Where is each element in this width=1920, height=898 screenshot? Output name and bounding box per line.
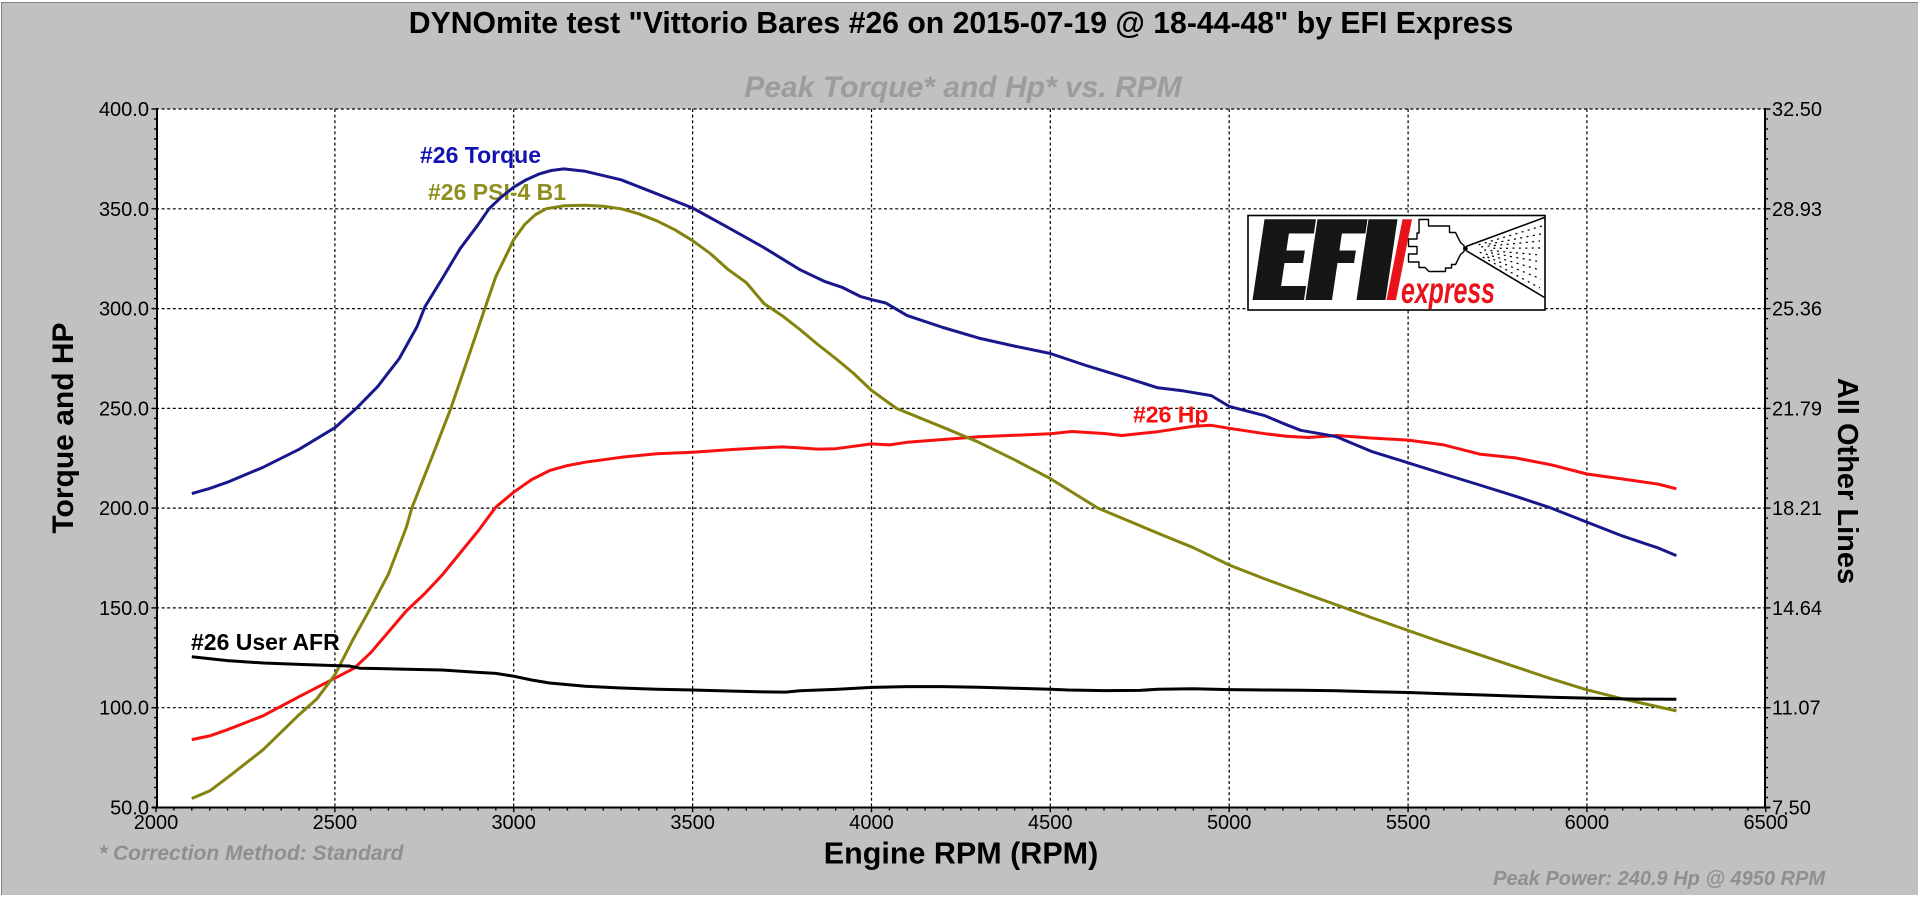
svg-text:DYNOmite test "Vittorio Bares: DYNOmite test "Vittorio Bares #26 on 201… — [409, 7, 1513, 40]
svg-text:100.0: 100.0 — [99, 698, 149, 720]
svg-text:32.50: 32.50 — [1772, 99, 1822, 121]
svg-text:14.64: 14.64 — [1772, 598, 1822, 620]
svg-text:6500: 6500 — [1744, 812, 1789, 834]
svg-text:400.0: 400.0 — [99, 99, 149, 121]
svg-text:7.50: 7.50 — [1772, 798, 1811, 820]
svg-text:250.0: 250.0 — [99, 398, 149, 420]
svg-text:* Correction Method: Standard: * Correction Method: Standard — [99, 842, 405, 865]
svg-text:#26 User AFR: #26 User AFR — [191, 629, 340, 655]
svg-text:350.0: 350.0 — [99, 199, 149, 221]
svg-text:300.0: 300.0 — [99, 299, 149, 321]
svg-text:express: express — [1401, 270, 1495, 311]
svg-text:18.21: 18.21 — [1772, 498, 1822, 520]
svg-text:21.79: 21.79 — [1772, 398, 1822, 420]
svg-text:Peak Power: 240.9 Hp @ 4950 RP: Peak Power: 240.9 Hp @ 4950 RPM — [1493, 868, 1826, 890]
svg-text:11.07: 11.07 — [1772, 698, 1821, 720]
svg-text:#26 Hp: #26 Hp — [1133, 402, 1208, 428]
svg-text:Peak Torque* and Hp* vs. RPM: Peak Torque* and Hp* vs. RPM — [744, 71, 1182, 104]
svg-text:150.0: 150.0 — [99, 598, 149, 620]
svg-text:Torque and HP: Torque and HP — [47, 322, 80, 533]
svg-text:2000: 2000 — [134, 812, 179, 834]
svg-text:6000: 6000 — [1565, 812, 1610, 834]
svg-text:3000: 3000 — [491, 812, 536, 834]
svg-text:Engine RPM (RPM): Engine RPM (RPM) — [824, 837, 1099, 871]
svg-text:5000: 5000 — [1207, 812, 1252, 834]
svg-text:200.0: 200.0 — [99, 498, 149, 520]
svg-text:25.36: 25.36 — [1772, 299, 1822, 321]
svg-text:50.0: 50.0 — [110, 798, 149, 820]
svg-text:28.93: 28.93 — [1772, 199, 1822, 221]
svg-text:4500: 4500 — [1028, 812, 1073, 834]
svg-text:4000: 4000 — [849, 812, 894, 834]
svg-text:#26 Torque: #26 Torque — [420, 142, 541, 168]
svg-text:All Other Lines: All Other Lines — [1831, 378, 1863, 584]
svg-text:5500: 5500 — [1386, 812, 1431, 834]
svg-text:2500: 2500 — [313, 812, 358, 834]
svg-text:3500: 3500 — [670, 812, 715, 834]
